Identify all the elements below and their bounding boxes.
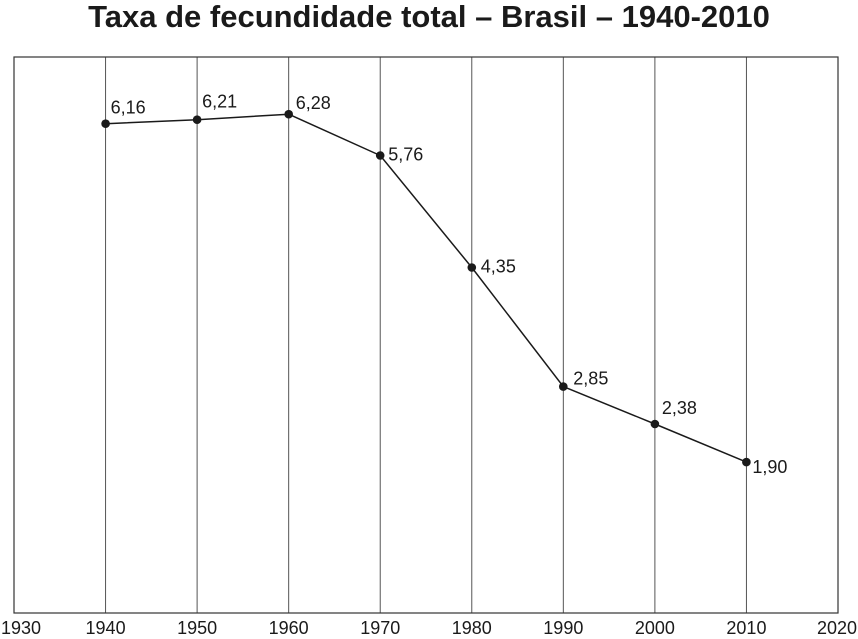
- x-axis-ticks: 1930 1940 1950 1960 1970 1980 1990 2000 2010 2020: [1, 618, 857, 638]
- data-label-2000: 2,38: [662, 398, 697, 418]
- data-point-2010: [742, 457, 751, 467]
- data-point-1980: [467, 263, 477, 272]
- gridlines: [105, 57, 747, 613]
- x-tick-label: 1980: [452, 618, 492, 638]
- data-label-1990: 2,85: [573, 369, 608, 389]
- x-tick-label: 1990: [543, 618, 583, 638]
- x-tick-label: 1960: [269, 618, 309, 638]
- data-point-1970: [375, 151, 385, 160]
- data-label-2010: 1,90: [752, 457, 787, 477]
- data-label-1950: 6,21: [202, 92, 237, 112]
- series-line: [105, 113, 747, 463]
- data-point-1940: [101, 119, 110, 128]
- data-point-1950: [192, 115, 202, 124]
- data-label-1970: 5,76: [388, 145, 423, 165]
- plot-frame: [13, 56, 839, 614]
- data-point-1960: [284, 109, 294, 119]
- x-tick-label: 2020: [817, 618, 857, 638]
- x-tick-label: 2000: [635, 618, 675, 638]
- x-tick-label: 1970: [360, 618, 400, 638]
- data-point-1990: [559, 382, 568, 391]
- x-tick-label: 1930: [1, 618, 41, 638]
- data-point-2000: [650, 419, 660, 429]
- data-label-1940: 6,16: [111, 98, 146, 118]
- x-tick-label: 1950: [177, 618, 217, 638]
- chart-title: Taxa de fecundidade total – Brasil – 194…: [88, 0, 770, 34]
- data-label-1960: 6,28: [296, 93, 331, 113]
- data-label-1980: 4,35: [481, 257, 516, 277]
- x-tick-label: 1940: [86, 618, 126, 638]
- x-tick-label: 2010: [726, 618, 766, 638]
- series-fecundidade: 6,16 6,21 6,28 5,76 4,35 2,85 2,38 1,90: [101, 92, 787, 477]
